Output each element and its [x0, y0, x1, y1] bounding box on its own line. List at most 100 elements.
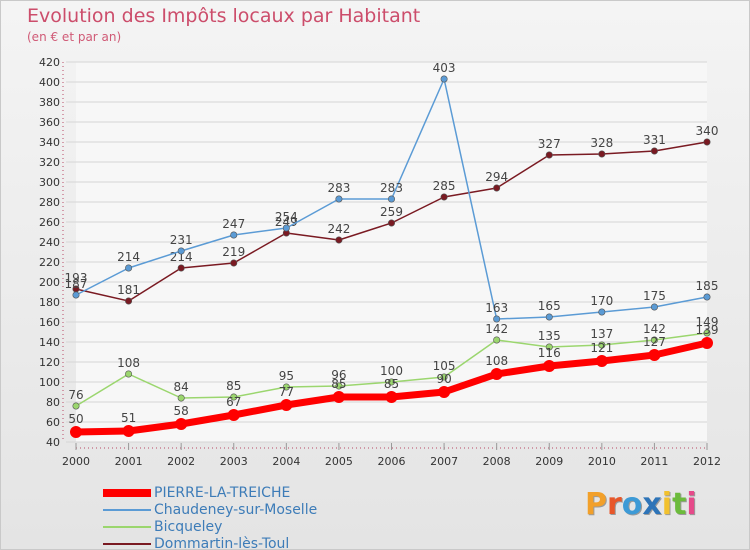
data-label: 149	[696, 315, 719, 329]
data-label: 142	[643, 322, 666, 336]
data-label: 254	[275, 210, 298, 224]
y-tick-label: 240	[39, 236, 60, 249]
x-tick-label: 2005	[325, 455, 353, 468]
data-label: 328	[590, 136, 613, 150]
data-label: 283	[380, 181, 403, 195]
legend-label: Chaudeney-sur-Moselle	[154, 502, 318, 518]
data-label: 170	[590, 294, 613, 308]
data-point	[122, 425, 135, 437]
data-point	[490, 368, 503, 380]
logo-letter: r	[607, 487, 622, 522]
data-label: 327	[538, 137, 561, 151]
y-tick-label: 60	[46, 416, 60, 429]
data-label: 77	[279, 385, 294, 399]
data-label: 283	[327, 181, 350, 195]
data-point	[282, 224, 290, 232]
y-tick-label: 340	[39, 136, 60, 149]
proxiti-logo: Proxiti	[585, 487, 697, 522]
data-point	[177, 264, 185, 272]
data-label: 193	[65, 271, 88, 285]
data-label: 50	[68, 412, 83, 426]
data-label: 137	[590, 327, 613, 341]
x-tick-label: 2006	[378, 455, 406, 468]
data-label: 105	[433, 359, 456, 373]
logo-letter: i	[661, 487, 673, 522]
data-label: 85	[384, 377, 399, 391]
logo-letter: P	[585, 487, 607, 522]
data-label: 139	[696, 323, 719, 337]
data-point	[230, 259, 238, 267]
data-label: 259	[380, 205, 403, 219]
data-point	[438, 386, 451, 398]
data-label: 403	[433, 61, 456, 75]
data-label: 231	[170, 233, 193, 247]
data-label: 96	[331, 368, 346, 382]
y-tick-label: 100	[39, 376, 60, 389]
legend-label: Bicqueley	[154, 519, 223, 535]
x-tick-label: 2012	[693, 455, 721, 468]
data-point	[385, 391, 398, 403]
data-point	[125, 297, 133, 305]
y-tick-label: 140	[39, 336, 60, 349]
data-label: 165	[538, 299, 561, 313]
data-point	[280, 399, 293, 411]
data-point	[650, 147, 658, 155]
data-point	[125, 264, 133, 272]
legend-label: PIERRE-LA-TREICHE	[154, 485, 291, 501]
x-tick-label: 2009	[535, 455, 563, 468]
data-point	[701, 337, 713, 349]
y-tick-label: 120	[39, 356, 60, 369]
y-tick-label: 300	[39, 176, 60, 189]
data-point	[175, 418, 188, 430]
data-label: 340	[696, 124, 719, 138]
data-label: 116	[538, 346, 561, 360]
data-label: 108	[485, 354, 508, 368]
data-point	[598, 341, 606, 349]
legend-label: Dommartin-lès-Toul	[154, 536, 290, 550]
data-label: 85	[226, 379, 241, 393]
data-point	[440, 193, 448, 201]
data-label: 247	[222, 217, 245, 231]
data-label: 58	[174, 404, 189, 418]
data-point	[493, 184, 501, 192]
data-point	[545, 151, 553, 159]
x-tick-label: 2008	[483, 455, 511, 468]
data-point	[440, 75, 448, 83]
data-point	[227, 409, 240, 421]
data-point	[230, 393, 238, 401]
data-label: 100	[380, 364, 403, 378]
x-tick-label: 2011	[640, 455, 668, 468]
data-label: 108	[117, 356, 140, 370]
data-point	[440, 373, 448, 381]
data-point	[335, 195, 343, 203]
data-point	[598, 308, 606, 316]
y-tick-label: 200	[39, 276, 60, 289]
data-point	[387, 219, 395, 227]
data-point	[650, 303, 658, 311]
x-tick-label: 2003	[220, 455, 248, 468]
data-point	[335, 382, 343, 390]
data-point	[703, 329, 711, 337]
data-label: 51	[121, 411, 136, 425]
data-point	[595, 355, 608, 367]
data-label: 135	[538, 329, 561, 343]
data-point	[493, 336, 501, 344]
data-point	[387, 378, 395, 386]
y-tick-label: 400	[39, 76, 60, 89]
data-point	[70, 426, 82, 438]
data-label: 90	[436, 372, 451, 386]
legend-swatch	[103, 526, 151, 528]
logo-letter: o	[621, 487, 643, 522]
chart-title: Evolution des Impôts locaux par Habitant	[27, 5, 421, 27]
x-tick-label: 2010	[588, 455, 616, 468]
y-tick-label: 420	[39, 56, 60, 69]
data-label: 214	[117, 250, 140, 264]
data-point	[125, 370, 133, 378]
data-point	[543, 360, 556, 372]
y-tick-label: 180	[39, 296, 60, 309]
data-label: 181	[117, 283, 140, 297]
data-point	[387, 195, 395, 203]
y-tick-label: 260	[39, 216, 60, 229]
data-label: 142	[485, 322, 508, 336]
y-tick-label: 360	[39, 116, 60, 129]
